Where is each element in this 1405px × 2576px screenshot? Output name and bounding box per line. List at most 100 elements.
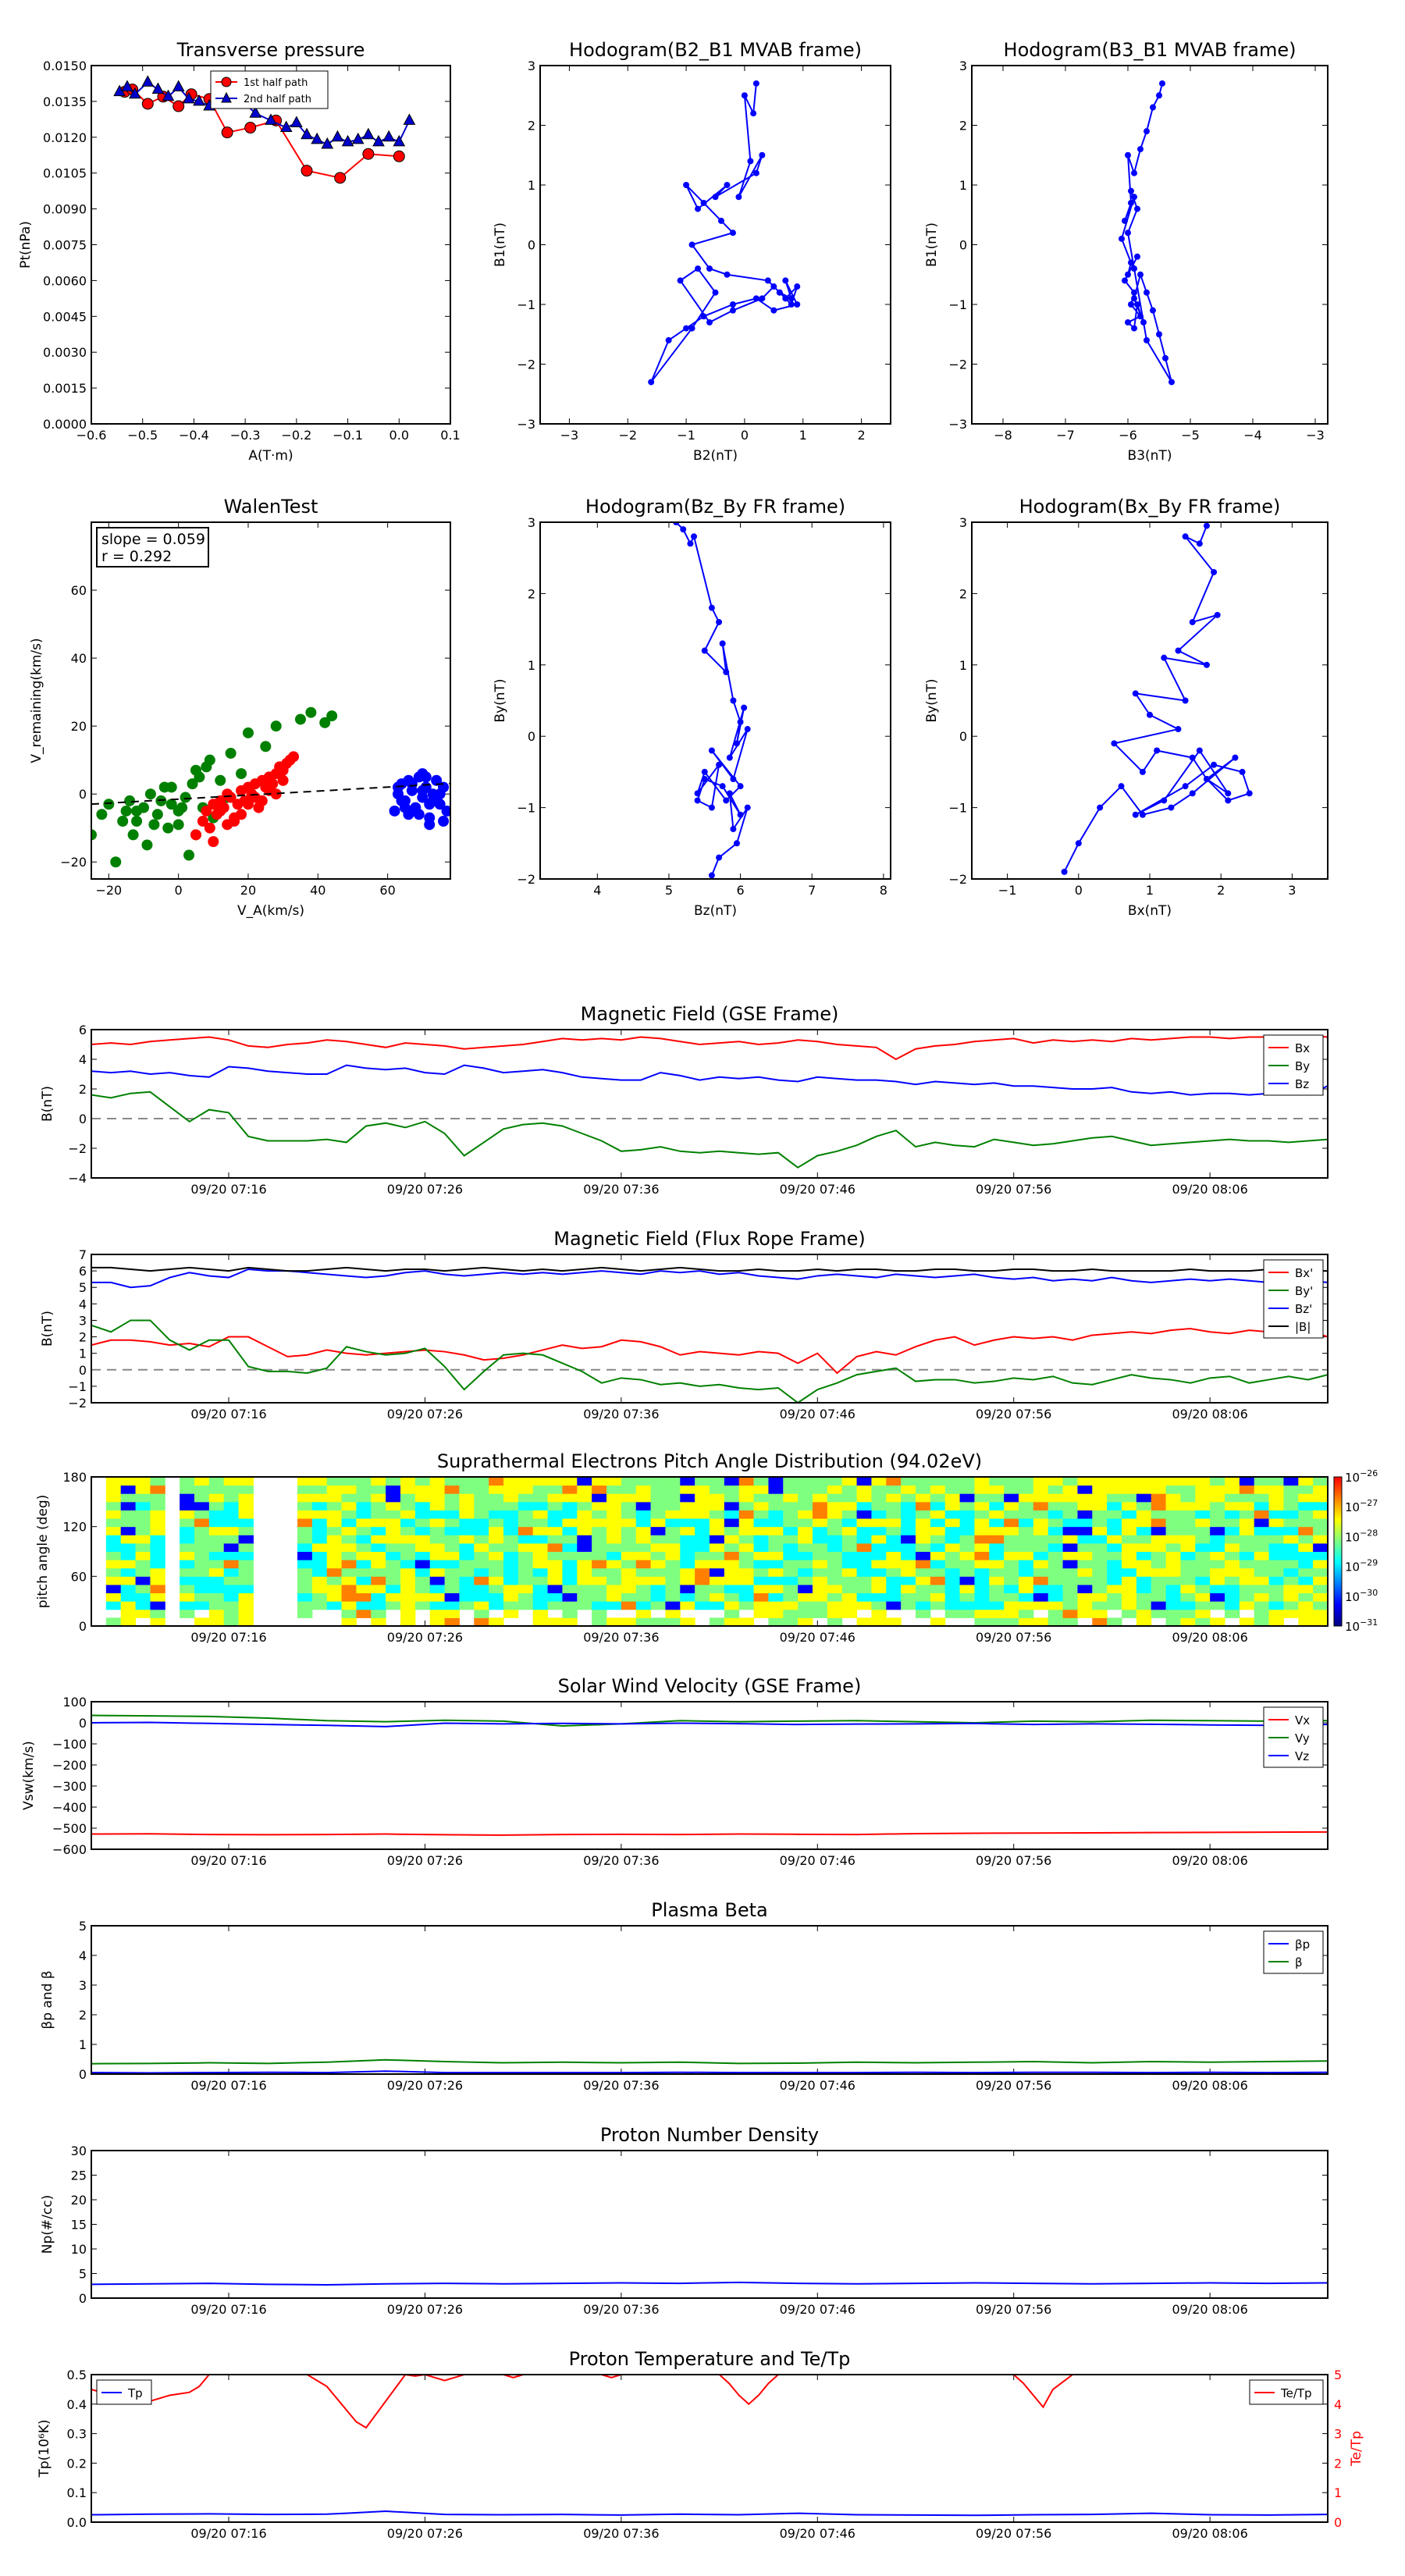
heatmap-cell bbox=[827, 1477, 843, 1486]
heatmap-cell bbox=[989, 1542, 1005, 1552]
heatmap-cell bbox=[562, 1542, 578, 1552]
heatmap-cell bbox=[813, 1510, 828, 1519]
heatmap-cell bbox=[311, 1576, 328, 1585]
data-point bbox=[121, 80, 133, 92]
data-point bbox=[131, 816, 143, 827]
data-point bbox=[1139, 811, 1146, 818]
heatmap-cell bbox=[194, 1551, 210, 1560]
heatmap-cell bbox=[856, 1592, 872, 1602]
x-tick-label: 09/20 08:06 bbox=[1172, 2078, 1247, 2093]
heatmap-cell bbox=[297, 1493, 313, 1503]
heatmap-cell bbox=[503, 1567, 519, 1577]
heatmap-cell bbox=[180, 1535, 195, 1544]
heatmap-cell bbox=[120, 1567, 137, 1577]
y-tick-label: 10 bbox=[71, 2242, 87, 2257]
y-tick-label: 0.4 bbox=[67, 2397, 87, 2412]
data-point bbox=[712, 289, 719, 296]
heatmap-cell bbox=[120, 1535, 137, 1544]
heatmap-cell bbox=[297, 1535, 313, 1544]
heatmap-cell bbox=[1062, 1493, 1078, 1503]
data-point bbox=[770, 307, 777, 314]
heatmap-cell bbox=[150, 1477, 165, 1486]
heatmap-cell bbox=[856, 1601, 872, 1610]
data-point bbox=[1125, 318, 1131, 326]
heatmap-cell bbox=[1033, 1567, 1049, 1577]
plot-area bbox=[91, 1714, 1328, 1836]
heatmap-cell bbox=[1033, 1518, 1049, 1528]
data-point bbox=[117, 816, 129, 827]
heatmap-cell bbox=[474, 1501, 489, 1510]
heatmap-cell bbox=[400, 1609, 416, 1618]
data-point bbox=[1125, 229, 1131, 237]
heatmap-cell bbox=[208, 1485, 225, 1494]
heatmap-cell bbox=[1195, 1601, 1211, 1610]
heatmap-cell bbox=[194, 1617, 210, 1626]
heatmap-cell bbox=[768, 1485, 784, 1494]
heatmap-cell bbox=[1165, 1560, 1181, 1569]
data-point bbox=[279, 120, 293, 133]
heatmap-cell bbox=[1268, 1501, 1284, 1510]
heatmap-cell bbox=[120, 1485, 137, 1494]
heatmap-cell bbox=[1298, 1510, 1314, 1519]
heatmap-cell bbox=[768, 1560, 784, 1569]
heatmap-cell bbox=[650, 1510, 666, 1519]
data-point bbox=[208, 836, 219, 848]
y-tick-label: 0 bbox=[959, 729, 967, 744]
heatmap-cell bbox=[930, 1592, 946, 1602]
heatmap-cell bbox=[562, 1617, 578, 1626]
legend-label: |B| bbox=[1295, 1320, 1311, 1334]
y-tick-label: 1 bbox=[528, 178, 535, 193]
heatmap-cell bbox=[414, 1477, 431, 1486]
heatmap-cell bbox=[1180, 1510, 1196, 1519]
x-tick-label: 20 bbox=[240, 883, 256, 898]
heatmap-cell bbox=[1165, 1510, 1181, 1519]
heatmap-cell bbox=[665, 1510, 681, 1519]
plot-frame bbox=[91, 1254, 1329, 1404]
heatmap-cell bbox=[135, 1518, 151, 1528]
heatmap-cell bbox=[974, 1518, 990, 1528]
heatmap-cell bbox=[1313, 1518, 1328, 1528]
plot-area bbox=[91, 1034, 1328, 1169]
data-point bbox=[427, 795, 439, 806]
plot-area bbox=[91, 2058, 1328, 2074]
data-point bbox=[1203, 776, 1210, 783]
heatmap-cell bbox=[665, 1526, 681, 1535]
data-point bbox=[726, 790, 733, 797]
heatmap-cell bbox=[1254, 1493, 1270, 1503]
heatmap-cell bbox=[105, 1560, 122, 1569]
heatmap-cell bbox=[180, 1542, 195, 1552]
heatmap-cell bbox=[680, 1551, 695, 1560]
heatmap-cell bbox=[710, 1485, 725, 1494]
heatmap-cell bbox=[944, 1535, 961, 1544]
heatmap-cell bbox=[326, 1526, 343, 1535]
heatmap-cell bbox=[665, 1485, 681, 1494]
heatmap-cell bbox=[356, 1551, 372, 1560]
heatmap-cell bbox=[621, 1601, 637, 1610]
heatmap-cell bbox=[1225, 1542, 1240, 1552]
heatmap-cell bbox=[974, 1501, 990, 1510]
heatmap-cell bbox=[974, 1526, 990, 1535]
heatmap-cell bbox=[989, 1617, 1005, 1626]
heatmap-cell bbox=[1165, 1485, 1181, 1494]
heatmap-cell bbox=[1092, 1518, 1108, 1528]
heatmap-cell bbox=[400, 1535, 416, 1544]
heatmap-cell bbox=[547, 1493, 563, 1503]
heatmap-cell bbox=[841, 1477, 858, 1486]
heatmap-cell bbox=[650, 1542, 666, 1552]
heatmap-cell bbox=[710, 1510, 725, 1519]
heatmap-cell bbox=[813, 1584, 828, 1594]
data-point bbox=[256, 795, 268, 806]
heatmap-cell bbox=[1180, 1493, 1196, 1503]
heatmap-cell bbox=[1239, 1542, 1255, 1552]
heatmap-cell bbox=[650, 1576, 666, 1585]
heatmap-cell bbox=[414, 1510, 431, 1519]
heatmap-cell bbox=[1210, 1518, 1225, 1528]
heatmap-cell bbox=[974, 1617, 990, 1626]
heatmap-cell bbox=[459, 1485, 475, 1494]
x-tick-label: 09/20 07:46 bbox=[780, 1407, 855, 1421]
heatmap-cell bbox=[474, 1551, 489, 1560]
heatmap-cell bbox=[753, 1609, 769, 1618]
data-point bbox=[242, 727, 254, 738]
heatmap-cell bbox=[959, 1526, 975, 1535]
heatmap-cell bbox=[208, 1542, 225, 1552]
